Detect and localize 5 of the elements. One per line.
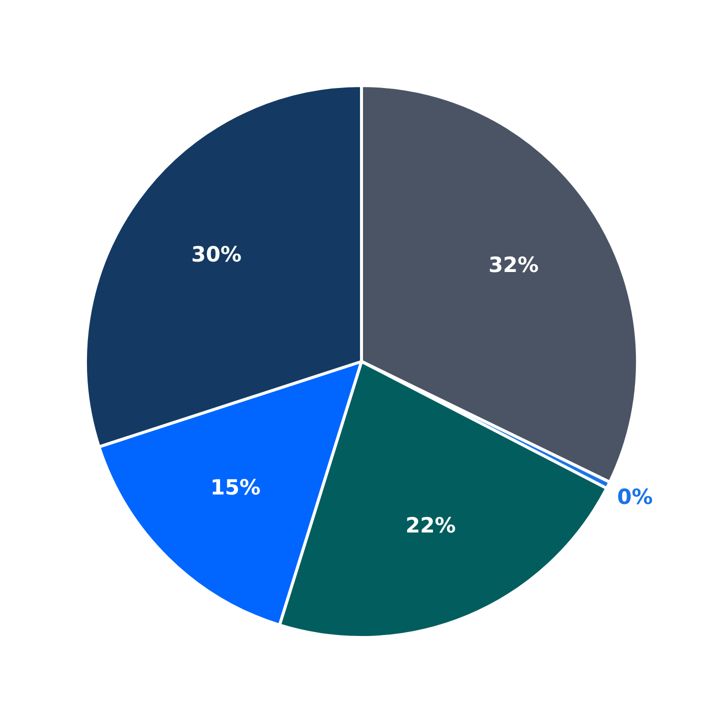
data-label: 30% (191, 242, 242, 267)
data-label: 15% (210, 476, 261, 500)
data-label: 32% (488, 252, 539, 277)
data-label: 22% (406, 513, 456, 538)
data-label: 0% (617, 485, 653, 510)
